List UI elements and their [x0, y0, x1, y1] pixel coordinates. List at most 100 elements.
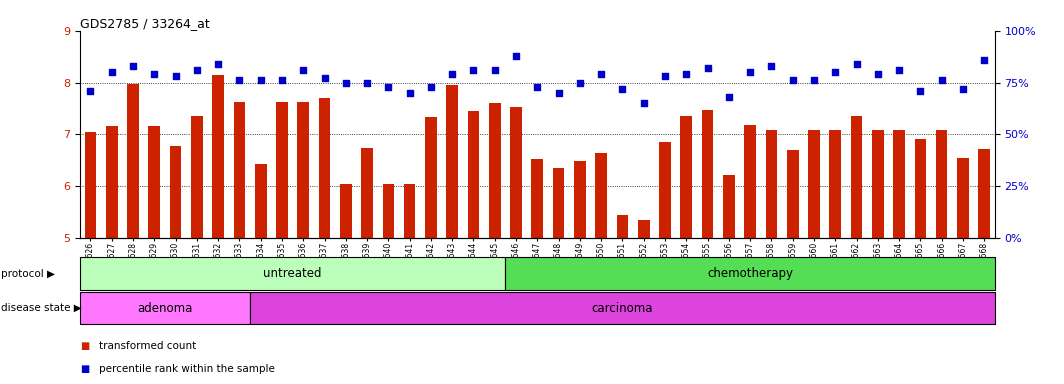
Point	[720, 94, 737, 100]
Point	[359, 79, 376, 86]
Text: adenoma: adenoma	[137, 302, 193, 314]
Bar	[339, 184, 351, 238]
Bar	[616, 215, 628, 238]
Point	[188, 67, 205, 73]
Bar	[871, 130, 883, 238]
Bar	[745, 125, 755, 238]
Point	[848, 61, 865, 67]
Bar	[84, 132, 96, 238]
Point	[699, 65, 716, 71]
Point	[635, 100, 652, 106]
Point	[976, 57, 993, 63]
Text: disease state ▶: disease state ▶	[1, 303, 82, 313]
Point	[763, 63, 780, 69]
Point	[103, 69, 120, 75]
Point	[231, 78, 248, 84]
Bar	[233, 102, 245, 238]
Bar	[169, 146, 181, 238]
Bar	[680, 116, 692, 238]
Point	[380, 84, 397, 90]
Text: chemotherapy: chemotherapy	[708, 267, 793, 280]
Point	[273, 78, 290, 84]
Point	[486, 67, 503, 73]
Point	[550, 90, 567, 96]
Bar	[936, 130, 947, 238]
Point	[571, 79, 588, 86]
Point	[295, 67, 312, 73]
Point	[805, 78, 822, 84]
Bar	[724, 175, 735, 238]
Point	[124, 63, 142, 69]
Bar	[915, 139, 926, 238]
Bar	[212, 75, 223, 238]
Point	[891, 67, 908, 73]
Point	[912, 88, 929, 94]
Point	[316, 75, 333, 81]
Point	[656, 73, 674, 79]
Point	[954, 86, 971, 92]
Point	[678, 71, 695, 77]
Bar	[254, 164, 266, 238]
Bar	[637, 220, 649, 238]
Bar	[596, 152, 606, 238]
Bar	[511, 108, 522, 238]
Point	[508, 53, 525, 59]
Bar	[148, 126, 160, 238]
Point	[529, 84, 546, 90]
Point	[827, 69, 844, 75]
Point	[252, 78, 269, 84]
Bar	[575, 161, 586, 238]
Bar	[192, 116, 202, 238]
Bar	[488, 103, 500, 238]
Bar	[128, 84, 138, 238]
Text: carcinoma: carcinoma	[592, 302, 653, 314]
Bar	[250, 292, 995, 324]
Bar	[958, 158, 968, 238]
Point	[614, 86, 631, 92]
Text: percentile rank within the sample: percentile rank within the sample	[99, 364, 275, 374]
Point	[82, 88, 99, 94]
Point	[869, 71, 886, 77]
Bar	[403, 184, 415, 238]
Bar	[467, 111, 479, 238]
Text: protocol ▶: protocol ▶	[1, 268, 55, 279]
Text: transformed count: transformed count	[99, 341, 196, 351]
Bar	[829, 130, 841, 238]
Bar	[765, 130, 777, 238]
Point	[784, 78, 801, 84]
Bar	[701, 110, 713, 238]
Bar	[553, 168, 565, 238]
Point	[593, 71, 610, 77]
Text: ■: ■	[80, 364, 89, 374]
Point	[337, 79, 354, 86]
Point	[465, 67, 482, 73]
Bar	[659, 142, 670, 238]
Text: untreated: untreated	[264, 267, 321, 280]
Bar	[319, 98, 330, 238]
Point	[210, 61, 227, 67]
Bar	[383, 184, 394, 238]
Bar	[361, 148, 372, 238]
Bar	[893, 130, 904, 238]
Bar	[105, 126, 117, 238]
Bar	[505, 257, 995, 290]
Bar	[531, 159, 543, 238]
Bar	[978, 149, 990, 238]
Text: GDS2785 / 33264_at: GDS2785 / 33264_at	[80, 17, 210, 30]
Point	[933, 78, 950, 84]
Bar	[809, 130, 819, 238]
Bar	[425, 117, 436, 238]
Point	[422, 84, 439, 90]
Bar	[297, 102, 309, 238]
Bar	[786, 150, 798, 238]
Point	[146, 71, 163, 77]
Bar	[80, 292, 250, 324]
Bar	[276, 102, 287, 238]
Text: ■: ■	[80, 341, 89, 351]
Point	[742, 69, 759, 75]
Bar	[80, 257, 505, 290]
Point	[401, 90, 418, 96]
Bar	[850, 116, 862, 238]
Point	[167, 73, 184, 79]
Bar	[447, 84, 458, 238]
